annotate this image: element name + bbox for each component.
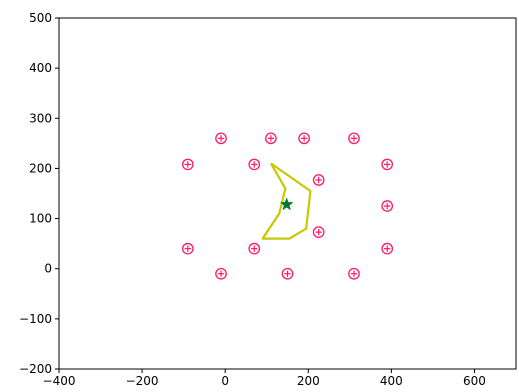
x-tick-label: 0 (221, 374, 229, 388)
x-tick-label: 600 (463, 374, 486, 388)
y-tick-label: 100 (29, 212, 52, 226)
y-tick-label: 200 (29, 161, 52, 175)
marker-ring (265, 132, 277, 145)
marker-ring (215, 267, 227, 280)
marker-ring (381, 158, 394, 171)
marker-circled-plus (348, 267, 360, 280)
marker-circled-plus (312, 174, 325, 186)
marker-ring (281, 267, 294, 280)
marker-circled-plus (281, 267, 294, 280)
y-tick-label: 0 (44, 262, 52, 276)
y-tick-label: 500 (29, 11, 52, 25)
marker-circled-plus (381, 242, 394, 255)
x-tick-label: 200 (297, 374, 320, 388)
marker-circled-plus (348, 132, 360, 145)
marker-ring (181, 242, 194, 255)
x-tick-label: −200 (126, 374, 159, 388)
marker-circled-plus (265, 132, 277, 145)
marker-circled-plus (381, 200, 394, 212)
y-tick-label: 300 (29, 111, 52, 125)
marker-circled-plus (298, 132, 310, 145)
marker-ring (215, 132, 227, 145)
marker-circled-plus (215, 132, 227, 145)
axes-frame (58, 17, 517, 370)
marker-circled-plus (248, 242, 261, 255)
marker-circled-plus (248, 158, 261, 171)
y-tick-label: −200 (19, 362, 52, 376)
y-tick-label: −100 (19, 312, 52, 326)
star-marker (279, 197, 294, 211)
y-tick-label: 400 (29, 61, 52, 75)
marker-ring (348, 267, 360, 280)
marker-circled-plus (215, 267, 227, 280)
marker-circled-plus (181, 158, 194, 171)
outline-polygon (261, 162, 312, 240)
marker-ring (248, 242, 261, 255)
marker-ring (181, 158, 194, 171)
marker-ring (348, 132, 360, 145)
marker-ring (298, 132, 310, 145)
marker-circled-plus (181, 242, 194, 255)
plot-area (181, 132, 394, 280)
axes: −400 −200 0 200 400 600−200−10001002003004005… (19, 11, 517, 388)
x-tick-label: −400 (43, 374, 76, 388)
marker-circled-plus (312, 226, 325, 238)
marker-ring (312, 226, 325, 238)
marker-ring (312, 174, 325, 186)
marker-ring (381, 242, 394, 255)
marker-ring (248, 158, 261, 171)
x-tick-label: 400 (380, 374, 403, 388)
marker-circled-plus (381, 158, 394, 171)
marker-ring (381, 200, 394, 212)
